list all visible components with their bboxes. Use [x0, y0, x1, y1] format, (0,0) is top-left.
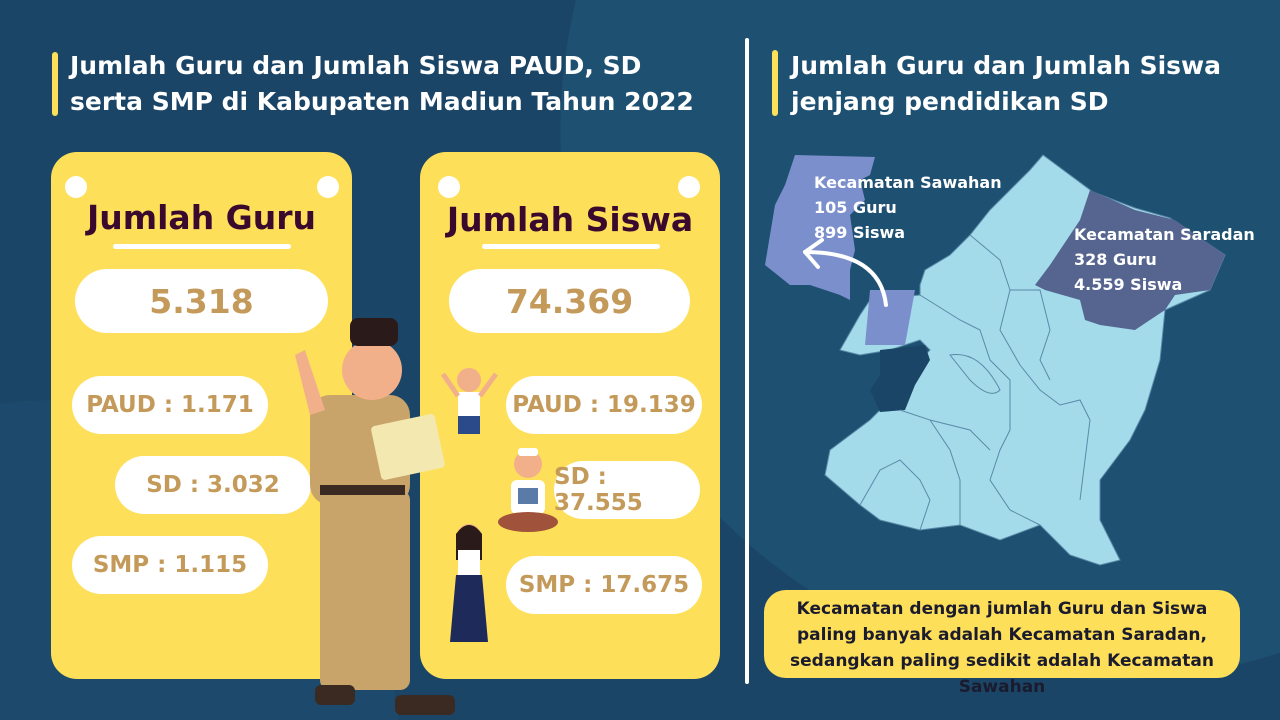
guru-smp: SMP : 1.115: [72, 536, 268, 594]
card-hole: [678, 176, 700, 198]
summary-note: Kecamatan dengan jumlah Guru dan Siswa p…: [764, 590, 1240, 697]
saradan-label: Kecamatan Saradan 328 Guru 4.559 Siswa: [1074, 222, 1255, 297]
title-accent-bar: [772, 50, 778, 116]
teacher-arm: [295, 350, 325, 415]
siswa-paud: PAUD : 19.139: [506, 376, 702, 434]
title-underline: [113, 244, 291, 249]
map-region-sawahan: [765, 155, 875, 300]
title-underline: [482, 244, 660, 249]
teacher-cap: [350, 318, 398, 346]
card-hole: [65, 176, 87, 198]
teacher-head: [342, 340, 402, 400]
map-district-borders: [859, 234, 1091, 531]
guru-card: Jumlah Guru 5.318 PAUD : 1.171 SD : 3.03…: [51, 152, 352, 679]
teacher-illustration: [295, 318, 455, 715]
sawahan-label: Kecamatan Sawahan 105 Guru 899 Siswa: [814, 170, 1002, 245]
siswa-sd: SD : 37.555: [554, 461, 700, 519]
teacher-belt: [320, 485, 405, 495]
teacher-shoe: [315, 685, 355, 705]
guru-paud: PAUD : 1.171: [72, 376, 268, 434]
map-region-saradan: [1035, 190, 1225, 330]
card-hole: [317, 176, 339, 198]
student-reading-illustration: [498, 448, 558, 532]
card-hole: [438, 176, 460, 198]
student-sd-illustration: [440, 368, 499, 434]
saradan-guru: 328 Guru: [1074, 250, 1157, 269]
arrowhead-icon: [803, 238, 824, 269]
arrow-icon: [803, 250, 888, 307]
teacher-pants: [320, 490, 410, 690]
guru-total: 5.318: [75, 269, 328, 333]
sawahan-guru: 105 Guru: [814, 198, 897, 217]
saradan-name: Kecamatan Saradan: [1074, 225, 1255, 244]
right-title: Jumlah Guru dan Jumlah Siswa jenjang pen…: [791, 51, 1222, 116]
guru-sd: SD : 3.032: [115, 456, 311, 514]
map-region-sawahan-origin: [865, 290, 915, 345]
student-smp-illustration: [450, 524, 488, 642]
saradan-siswa: 4.559 Siswa: [1074, 275, 1183, 294]
divider: [745, 38, 749, 684]
siswa-card-title: Jumlah Siswa: [446, 200, 694, 239]
siswa-smp: SMP : 17.675: [506, 556, 702, 614]
sawahan-name: Kecamatan Sawahan: [814, 173, 1002, 192]
map-hole: [870, 345, 930, 412]
guru-card-title: Jumlah Guru: [86, 198, 317, 237]
title-accent-bar: [52, 52, 58, 116]
siswa-total: 74.369: [449, 269, 690, 333]
left-title: Jumlah Guru dan Jumlah Siswa PAUD, SD se…: [70, 51, 694, 116]
sawahan-siswa: 899 Siswa: [814, 223, 906, 242]
teacher-shoe: [395, 695, 455, 715]
book-icon: [371, 414, 445, 480]
